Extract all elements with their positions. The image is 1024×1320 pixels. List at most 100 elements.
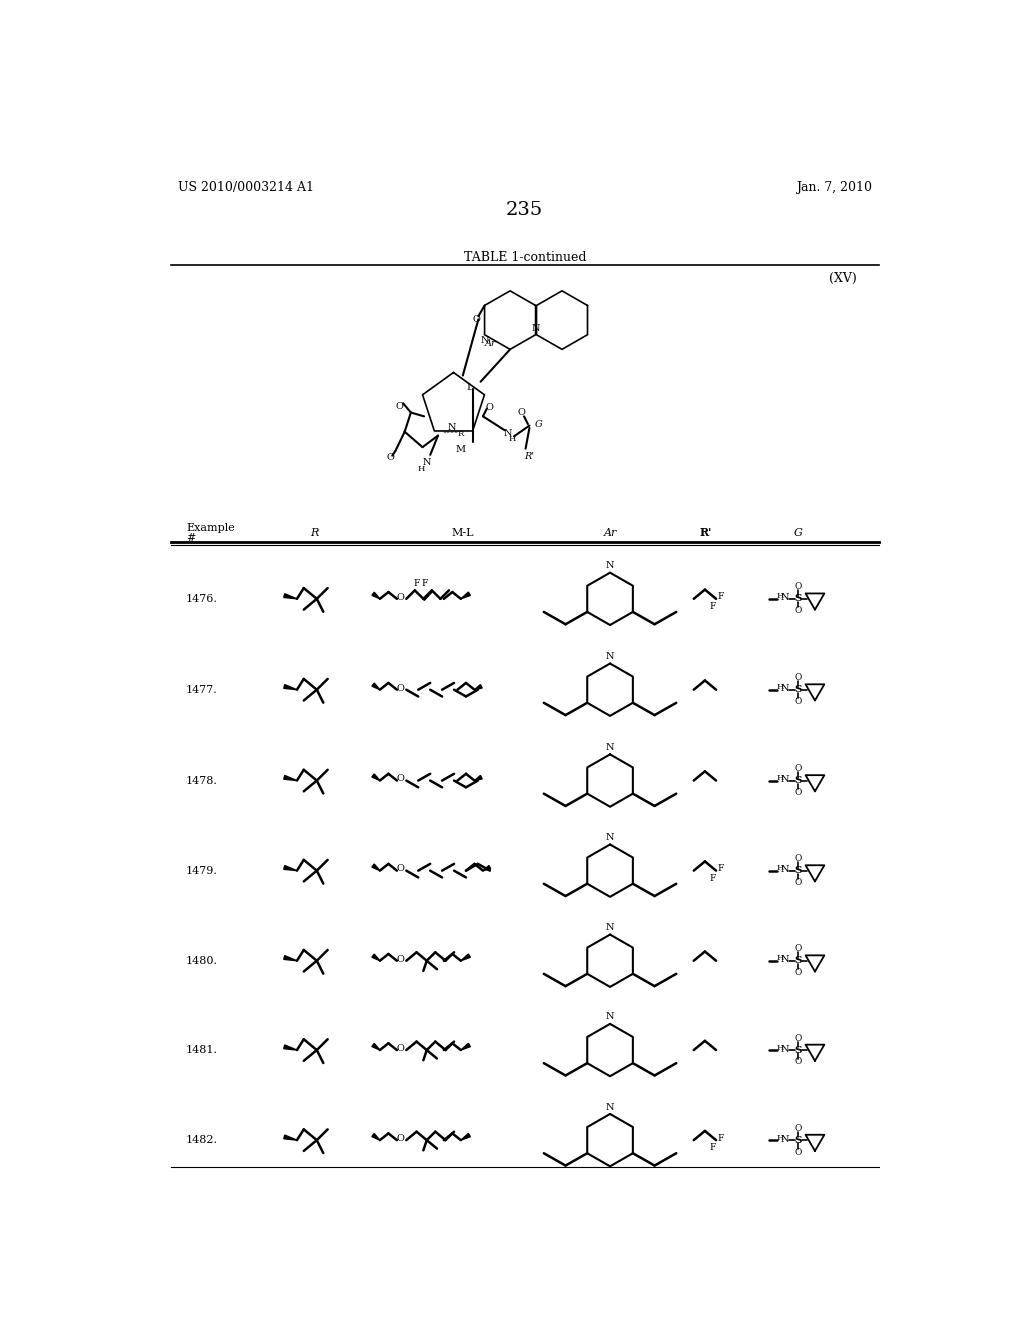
Polygon shape bbox=[284, 685, 297, 689]
Polygon shape bbox=[474, 775, 482, 780]
Text: N: N bbox=[606, 652, 614, 661]
Text: S: S bbox=[795, 685, 802, 694]
Text: H: H bbox=[776, 684, 783, 692]
Text: O: O bbox=[386, 453, 394, 462]
Text: O: O bbox=[795, 944, 802, 953]
Text: 1478.: 1478. bbox=[186, 776, 218, 785]
Text: N: N bbox=[781, 866, 790, 874]
Polygon shape bbox=[372, 774, 380, 780]
Text: L: L bbox=[466, 383, 473, 392]
Text: O: O bbox=[396, 775, 404, 783]
Text: S: S bbox=[795, 956, 802, 965]
Text: O: O bbox=[795, 1057, 802, 1067]
Text: O: O bbox=[795, 606, 802, 615]
Text: O: O bbox=[396, 1044, 404, 1053]
Text: N: N bbox=[606, 833, 614, 842]
Text: TABLE 1-continued: TABLE 1-continued bbox=[464, 251, 586, 264]
Text: F: F bbox=[710, 874, 716, 883]
Text: N: N bbox=[606, 1102, 614, 1111]
Text: F: F bbox=[710, 602, 716, 611]
Text: S: S bbox=[795, 1045, 802, 1055]
Text: R: R bbox=[310, 528, 318, 537]
Text: S: S bbox=[795, 776, 802, 785]
Text: N: N bbox=[531, 325, 540, 333]
Text: O: O bbox=[795, 788, 802, 797]
Text: O: O bbox=[795, 582, 802, 591]
Text: G: G bbox=[794, 528, 803, 537]
Text: O: O bbox=[396, 954, 404, 964]
Text: S: S bbox=[795, 1135, 802, 1144]
Text: N: N bbox=[480, 337, 488, 346]
Text: N: N bbox=[781, 775, 790, 784]
Polygon shape bbox=[461, 1134, 470, 1140]
Text: H: H bbox=[776, 774, 783, 781]
Polygon shape bbox=[284, 956, 297, 961]
Text: N: N bbox=[781, 684, 790, 693]
Text: N: N bbox=[781, 1135, 790, 1144]
Text: O: O bbox=[795, 764, 802, 774]
Polygon shape bbox=[372, 1043, 380, 1051]
Text: O: O bbox=[795, 697, 802, 706]
Text: N: N bbox=[606, 743, 614, 752]
Polygon shape bbox=[284, 1045, 297, 1051]
Text: 235: 235 bbox=[506, 201, 544, 219]
Text: N: N bbox=[606, 1012, 614, 1022]
Text: N: N bbox=[422, 458, 431, 467]
Text: O: O bbox=[396, 593, 404, 602]
Text: F: F bbox=[718, 1134, 724, 1143]
Polygon shape bbox=[284, 775, 297, 780]
Text: F: F bbox=[422, 579, 428, 589]
Text: O: O bbox=[473, 315, 480, 323]
Text: F: F bbox=[718, 593, 724, 602]
Text: H: H bbox=[776, 1044, 783, 1052]
Text: O: O bbox=[795, 1123, 802, 1133]
Text: M-L: M-L bbox=[452, 528, 474, 537]
Text: Example: Example bbox=[186, 523, 234, 533]
Text: H: H bbox=[776, 1134, 783, 1142]
Text: (XV): (XV) bbox=[828, 272, 856, 285]
Text: O: O bbox=[395, 401, 403, 411]
Text: R': R' bbox=[699, 527, 712, 539]
Text: N: N bbox=[781, 956, 790, 965]
Text: S: S bbox=[795, 866, 802, 875]
Polygon shape bbox=[284, 866, 297, 871]
Text: US 2010/0003214 A1: US 2010/0003214 A1 bbox=[178, 181, 314, 194]
Text: #: # bbox=[186, 533, 196, 543]
Text: O: O bbox=[795, 854, 802, 863]
Text: 1476.: 1476. bbox=[186, 594, 218, 603]
Polygon shape bbox=[372, 865, 380, 871]
Text: R': R' bbox=[524, 451, 535, 461]
Text: H: H bbox=[776, 593, 783, 601]
Text: """"R: """"R bbox=[442, 430, 464, 438]
Polygon shape bbox=[372, 593, 380, 599]
Polygon shape bbox=[461, 1043, 470, 1051]
Text: H: H bbox=[417, 465, 425, 473]
Polygon shape bbox=[372, 954, 380, 961]
Text: Jan. 7, 2010: Jan. 7, 2010 bbox=[796, 181, 872, 194]
Text: N: N bbox=[504, 429, 512, 438]
Text: N: N bbox=[781, 1044, 790, 1053]
Text: O: O bbox=[396, 684, 404, 693]
Text: O: O bbox=[396, 1134, 404, 1143]
Text: O: O bbox=[795, 878, 802, 887]
Text: 1481.: 1481. bbox=[186, 1045, 218, 1055]
Text: O: O bbox=[795, 673, 802, 682]
Text: O: O bbox=[795, 1147, 802, 1156]
Polygon shape bbox=[461, 954, 470, 961]
Polygon shape bbox=[284, 594, 297, 599]
Text: O: O bbox=[485, 403, 494, 412]
Text: F: F bbox=[414, 579, 420, 589]
Text: Ar: Ar bbox=[484, 339, 496, 347]
Text: H: H bbox=[776, 954, 783, 962]
Text: N: N bbox=[606, 923, 614, 932]
Polygon shape bbox=[372, 682, 380, 689]
Polygon shape bbox=[372, 1134, 380, 1140]
Text: N: N bbox=[606, 561, 614, 570]
Text: G: G bbox=[535, 420, 543, 429]
Polygon shape bbox=[483, 866, 490, 871]
Text: O: O bbox=[795, 968, 802, 977]
Text: O: O bbox=[518, 408, 525, 417]
Text: N: N bbox=[781, 594, 790, 602]
Text: 1479.: 1479. bbox=[186, 866, 218, 875]
Text: M: M bbox=[455, 445, 465, 454]
